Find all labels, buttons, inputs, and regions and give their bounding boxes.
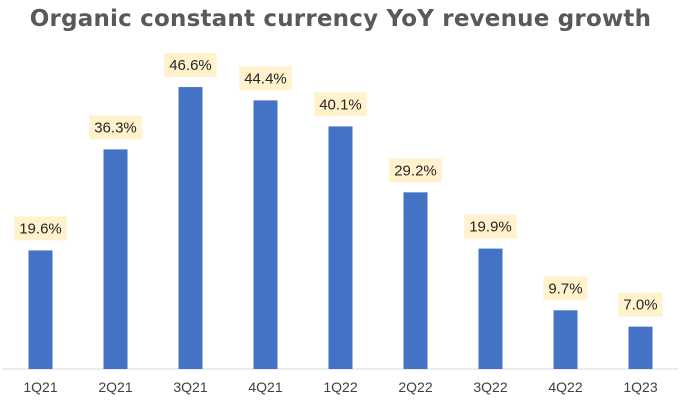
- data-label-1Q23: 7.0%: [618, 292, 663, 317]
- data-label-text: 44.4%: [244, 70, 287, 87]
- data-label-text: 40.1%: [319, 96, 362, 113]
- bar-3Q22: [478, 248, 503, 369]
- x-tick-label-3Q22: 3Q22: [473, 379, 507, 395]
- x-tick-label-3Q21: 3Q21: [173, 379, 207, 395]
- data-label-2Q21: 36.3%: [89, 115, 142, 140]
- data-label-text: 19.6%: [19, 220, 62, 237]
- data-label-text: 7.0%: [623, 297, 657, 314]
- bar-1Q22: [328, 126, 353, 370]
- data-label-2Q22: 29.2%: [389, 158, 442, 183]
- data-label-background: [239, 66, 292, 91]
- data-label-text: 36.3%: [94, 119, 137, 136]
- bar-1Q21: [28, 250, 53, 369]
- data-label-4Q22: 9.7%: [543, 276, 588, 301]
- x-tick-label-2Q22: 2Q22: [398, 379, 432, 395]
- x-tick-label-1Q21: 1Q21: [23, 379, 57, 395]
- data-label-background: [618, 292, 663, 317]
- x-tick-label-1Q23: 1Q23: [623, 379, 657, 395]
- chart-title: Organic constant currency YoY revenue gr…: [29, 6, 652, 32]
- x-tick-label-1Q22: 1Q22: [323, 379, 357, 395]
- data-label-background: [314, 92, 367, 117]
- data-label-4Q21: 44.4%: [239, 66, 292, 91]
- bar-4Q22: [553, 310, 578, 369]
- data-label-background: [389, 158, 442, 183]
- bar-1Q23: [628, 326, 653, 369]
- data-label-text: 19.9%: [469, 219, 512, 236]
- data-label-background: [164, 53, 217, 78]
- data-label-text: 9.7%: [548, 280, 582, 297]
- data-label-text: 29.2%: [394, 162, 437, 179]
- data-label-background: [543, 276, 588, 301]
- x-tick-label-4Q22: 4Q22: [548, 379, 582, 395]
- bar-2Q22: [403, 192, 428, 369]
- data-label-1Q21: 19.6%: [14, 216, 67, 241]
- bar-3Q21: [178, 87, 203, 369]
- x-tick-label-4Q21: 4Q21: [248, 379, 282, 395]
- bar-4Q21: [253, 100, 278, 369]
- data-label-3Q22: 19.9%: [464, 214, 517, 239]
- data-label-background: [89, 115, 142, 140]
- data-label-background: [14, 216, 67, 241]
- data-label-text: 46.6%: [169, 57, 212, 74]
- data-label-3Q21: 46.6%: [164, 53, 217, 78]
- data-label-background: [464, 214, 517, 239]
- data-label-1Q22: 40.1%: [314, 92, 367, 117]
- x-tick-label-2Q21: 2Q21: [98, 379, 132, 395]
- bar-2Q21: [103, 149, 128, 369]
